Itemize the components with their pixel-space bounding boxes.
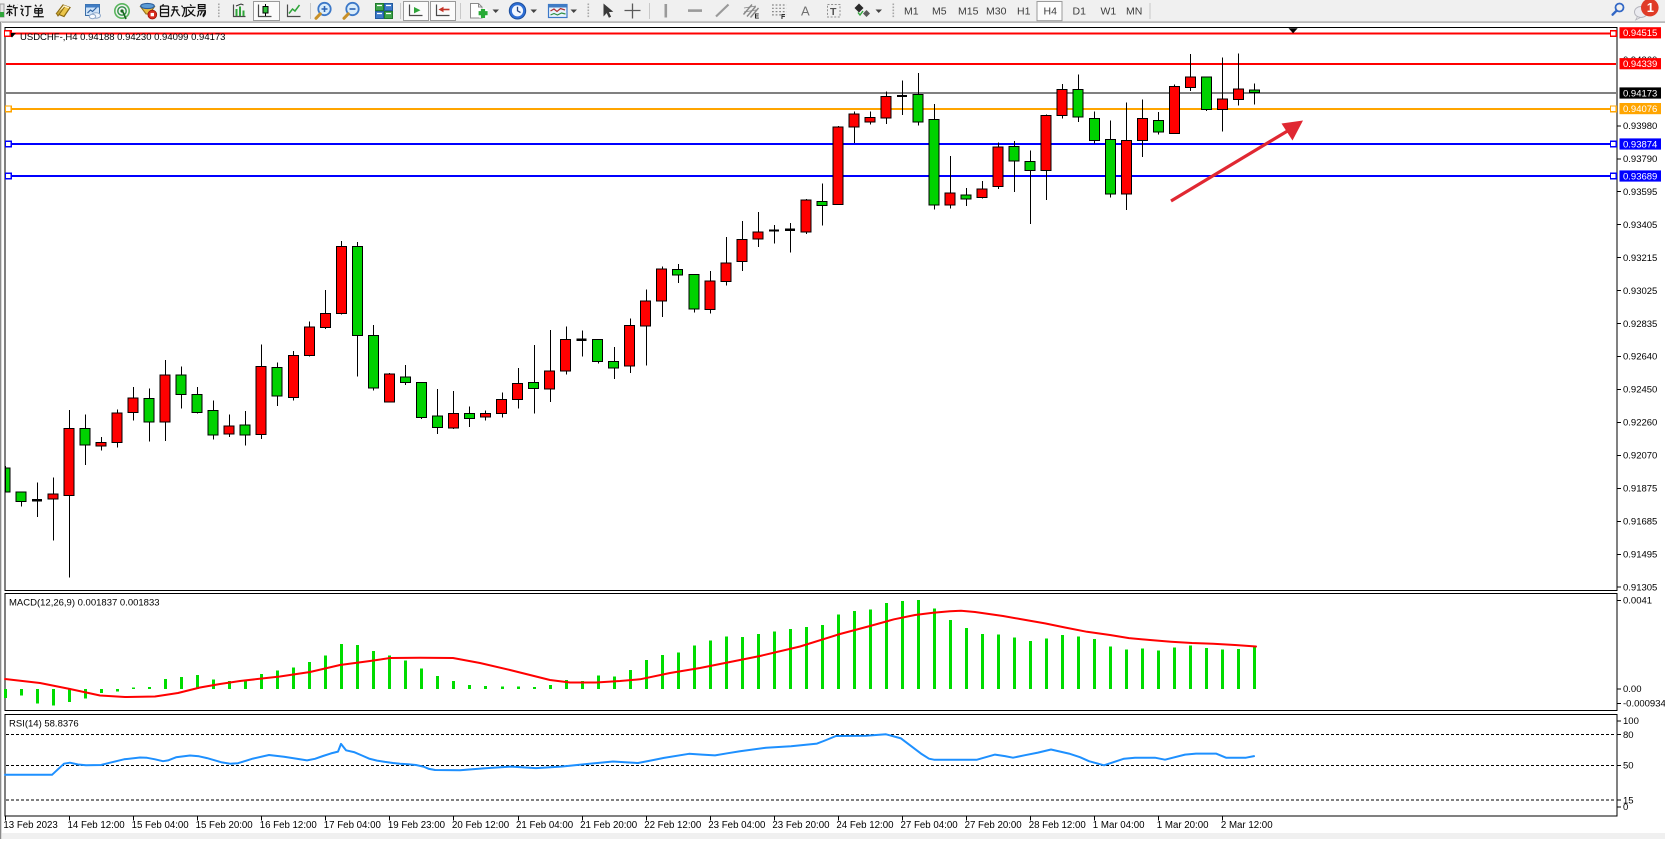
svg-text:50: 50 [1623,761,1634,772]
svg-text:0.92260: 0.92260 [1623,418,1657,429]
svg-text:0.93215: 0.93215 [1623,253,1657,264]
svg-text:0.92070: 0.92070 [1623,451,1657,462]
svg-text:100: 100 [1623,716,1639,727]
svg-text:0.93025: 0.93025 [1623,286,1657,297]
svg-text:21 Feb 04:00: 21 Feb 04:00 [516,820,574,831]
svg-text:17 Feb 04:00: 17 Feb 04:00 [324,820,382,831]
svg-text:M30: M30 [986,6,1007,18]
svg-text:H4: H4 [1044,6,1058,18]
svg-text:21 Feb 20:00: 21 Feb 20:00 [580,820,638,831]
svg-text:19 Feb 23:00: 19 Feb 23:00 [388,820,446,831]
svg-text:MN: MN [1126,6,1142,18]
svg-text:0.92835: 0.92835 [1623,319,1657,330]
svg-text:T: T [830,6,837,18]
svg-text:D1: D1 [1073,6,1087,18]
svg-text:USDCHF-,H4 0.94188 0.94230 0.: USDCHF-,H4 0.94188 0.94230 0.94099 0.941… [20,32,225,43]
svg-text:1: 1 [1647,0,1654,15]
svg-text:14 Feb 12:00: 14 Feb 12:00 [68,820,126,831]
svg-text:0.93405: 0.93405 [1623,220,1657,231]
svg-text:1 Mar 04:00: 1 Mar 04:00 [1093,820,1145,831]
svg-text:-0.000934: -0.000934 [1623,699,1665,710]
svg-text:80: 80 [1623,730,1634,741]
svg-text:0.93689: 0.93689 [1623,171,1657,182]
svg-text:F: F [781,14,786,21]
svg-text:RSI(14) 58.8376: RSI(14) 58.8376 [9,719,79,730]
svg-text:0.94515: 0.94515 [1623,28,1657,39]
svg-text:15: 15 [1623,795,1634,806]
svg-text:0.93790: 0.93790 [1623,154,1657,165]
svg-text:A: A [801,4,810,19]
svg-text:0.92640: 0.92640 [1623,352,1657,363]
svg-text:23 Feb 04:00: 23 Feb 04:00 [708,820,766,831]
svg-text:23 Feb 20:00: 23 Feb 20:00 [772,820,830,831]
svg-text:0.93980: 0.93980 [1623,121,1657,132]
svg-text:0.92450: 0.92450 [1623,385,1657,396]
svg-text:0.91875: 0.91875 [1623,484,1657,495]
svg-text:H1: H1 [1017,6,1031,18]
svg-text:28 Feb 12:00: 28 Feb 12:00 [1029,820,1087,831]
svg-text:15 Feb 20:00: 15 Feb 20:00 [196,820,254,831]
svg-text:2 Mar 12:00: 2 Mar 12:00 [1221,820,1273,831]
svg-text:M1: M1 [904,6,919,18]
svg-text:W1: W1 [1101,6,1117,18]
svg-text:22 Feb 12:00: 22 Feb 12:00 [644,820,702,831]
svg-text:M15: M15 [958,6,979,18]
svg-text:24 Feb 12:00: 24 Feb 12:00 [836,820,894,831]
svg-text:0.0041: 0.0041 [1623,596,1652,607]
svg-text:0.93874: 0.93874 [1623,139,1657,150]
svg-text:15 Feb 04:00: 15 Feb 04:00 [132,820,190,831]
svg-text:0.94339: 0.94339 [1623,59,1657,70]
svg-text:E: E [755,14,760,21]
svg-text:0.94076: 0.94076 [1623,104,1657,115]
svg-text:0.94173: 0.94173 [1623,88,1657,99]
svg-text:0.91495: 0.91495 [1623,550,1657,561]
svg-text:13 Feb 2023: 13 Feb 2023 [3,820,57,831]
svg-text:0: 0 [1623,802,1628,813]
svg-text:27 Feb 04:00: 27 Feb 04:00 [901,820,959,831]
svg-text:0.91305: 0.91305 [1623,582,1657,593]
svg-text:0.91685: 0.91685 [1623,517,1657,528]
svg-text:0.93595: 0.93595 [1623,187,1657,198]
svg-text:16 Feb 12:00: 16 Feb 12:00 [260,820,318,831]
svg-text:M5: M5 [932,6,947,18]
svg-text:MACD(12,26,9) 0.001837 0.00183: MACD(12,26,9) 0.001837 0.001833 [9,598,160,609]
svg-text:20 Feb 12:00: 20 Feb 12:00 [452,820,510,831]
svg-text:1 Mar 20:00: 1 Mar 20:00 [1157,820,1209,831]
svg-text:27 Feb 20:00: 27 Feb 20:00 [965,820,1023,831]
svg-text:0.00: 0.00 [1623,684,1642,695]
